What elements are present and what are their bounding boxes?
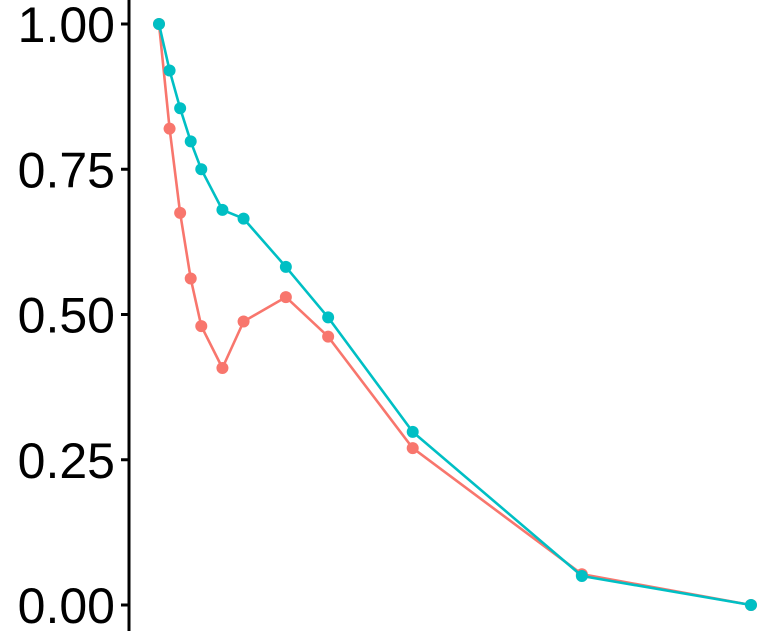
data-point	[184, 272, 197, 285]
data-point	[216, 361, 229, 374]
data-point	[163, 122, 176, 135]
series-group-1	[153, 18, 757, 611]
data-point	[745, 599, 757, 611]
data-point	[195, 320, 208, 333]
series-group-2	[153, 18, 757, 611]
data-point	[174, 102, 187, 115]
data-point	[237, 315, 250, 328]
y-tick-label: 1.00	[18, 0, 115, 53]
data-point	[279, 291, 292, 304]
data-point	[195, 163, 208, 176]
data-point	[184, 135, 197, 148]
data-point	[163, 64, 176, 77]
data-point	[575, 569, 588, 582]
series-line-2	[157, 23, 752, 607]
series-layer	[153, 18, 757, 611]
data-point	[216, 203, 229, 216]
data-point	[237, 212, 250, 225]
y-tick-label: 0.50	[18, 288, 115, 344]
y-tick-label: 0.25	[18, 433, 115, 489]
y-tick-label: 0.00	[18, 578, 115, 631]
y-tick-label: 0.75	[18, 142, 115, 198]
data-point	[406, 425, 419, 438]
data-point	[153, 18, 165, 30]
series-line-1	[157, 23, 752, 607]
data-point	[174, 206, 187, 219]
data-point	[406, 442, 419, 455]
data-point	[322, 311, 335, 324]
data-point	[322, 330, 335, 343]
data-point	[279, 260, 292, 273]
y-axis-ticks: 0.00 0.25 0.50 0.75 1.00	[18, 0, 129, 631]
